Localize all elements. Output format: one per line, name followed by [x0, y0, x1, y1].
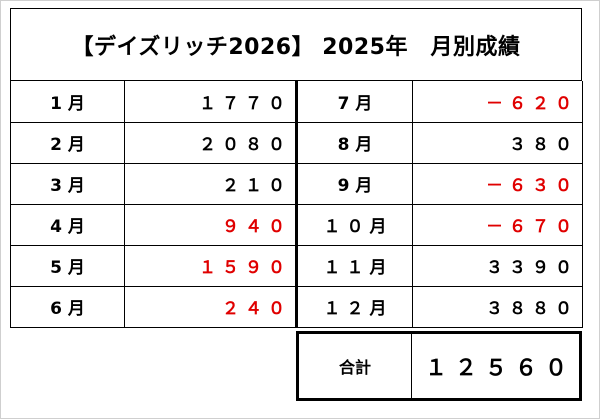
month-value: １５９０: [124, 245, 298, 287]
month-value: ２４０: [124, 286, 298, 328]
title-text: 【デイズリッチ2026】 2025年 月別成績: [71, 34, 521, 60]
month-value: ３３９０: [412, 245, 583, 287]
table-row: 3月 ２１０ 9月 －６３０: [10, 163, 583, 205]
table-row: 2月 ２０８０ 8月 ３８０: [10, 122, 583, 164]
month-label: 3月: [10, 163, 125, 205]
total-label: 合計: [299, 334, 412, 398]
month-value: －６２０: [412, 81, 583, 123]
month-value: １７７０: [124, 81, 298, 123]
month-value: －６３０: [412, 163, 583, 205]
month-label: 4月: [10, 204, 125, 246]
month-value: ３８０: [412, 122, 583, 164]
month-label: 9月: [296, 163, 413, 205]
table-row: 6月 ２４０ １２月 ３８８０: [10, 286, 583, 328]
month-label: 6月: [10, 286, 125, 328]
month-value: ２０８０: [124, 122, 298, 164]
month-label: 8月: [296, 122, 413, 164]
table-row: 4月 ９４０ １０月 －６７０: [10, 204, 583, 246]
page-title: 【デイズリッチ2026】 2025年 月別成績: [10, 8, 582, 81]
month-label: 2月: [10, 122, 125, 164]
monthly-results-table: 1月 １７７０ 7月 －６２０ 2月 ２０８０ 8月 ３８０ 3月 ２１０ 9月…: [10, 81, 583, 328]
month-value: ２１０: [124, 163, 298, 205]
month-value: ３８８０: [412, 286, 583, 328]
month-value: ９４０: [124, 204, 298, 246]
total-value: １２５６０: [424, 356, 575, 381]
total-summary: 合計 １２５６０: [296, 331, 582, 401]
month-label: １０月: [296, 204, 413, 246]
month-label: １１月: [296, 245, 413, 287]
month-label: 1月: [10, 81, 125, 123]
month-label: 7月: [296, 81, 413, 123]
month-label: １２月: [296, 286, 413, 328]
table-row: 5月 １５９０ １１月 ３３９０: [10, 245, 583, 287]
month-value: －６７０: [412, 204, 583, 246]
month-label: 5月: [10, 245, 125, 287]
table-row: 1月 １７７０ 7月 －６２０: [10, 81, 583, 123]
